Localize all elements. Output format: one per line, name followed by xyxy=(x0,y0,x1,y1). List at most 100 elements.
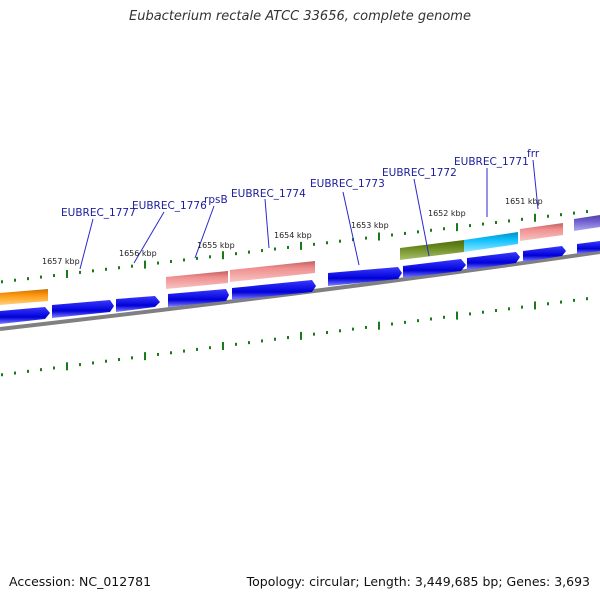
minor-tick xyxy=(274,247,276,251)
minor-tick xyxy=(417,319,419,323)
kbp-label-1653: 1653 kbp xyxy=(351,221,389,230)
minor-tick xyxy=(573,211,575,215)
minor-tick xyxy=(196,256,198,260)
major-tick xyxy=(222,342,224,351)
minor-tick xyxy=(118,266,120,270)
minor-tick xyxy=(235,342,237,346)
cds-arrow[interactable] xyxy=(52,300,114,318)
forward-cds-track xyxy=(0,241,600,324)
minor-tick xyxy=(482,310,484,314)
minor-tick xyxy=(508,219,510,223)
minor-tick xyxy=(391,233,393,237)
minor-tick xyxy=(261,249,263,253)
minor-tick xyxy=(443,315,445,319)
major-tick xyxy=(300,331,302,340)
minor-tick xyxy=(560,300,562,304)
minor-tick xyxy=(469,224,471,228)
minor-tick xyxy=(118,358,120,362)
feature-track xyxy=(0,215,600,305)
minor-tick xyxy=(157,261,159,265)
map-title: Eubacterium rectale ATCC 33656, complete… xyxy=(129,9,471,24)
feature-bar-salmon[interactable] xyxy=(520,223,563,241)
cds-arrow[interactable] xyxy=(116,296,160,312)
minor-tick xyxy=(105,267,107,271)
cds-arrow[interactable] xyxy=(577,241,600,254)
minor-tick xyxy=(430,317,432,321)
major-tick xyxy=(144,352,146,361)
kbp-label-1655: 1655 kbp xyxy=(197,241,235,250)
gene-label-eubrec-1771[interactable]: EUBREC_1771 xyxy=(454,156,529,168)
minor-tick xyxy=(183,258,185,262)
major-tick xyxy=(222,251,224,260)
cds-arrow[interactable] xyxy=(0,307,50,324)
minor-tick xyxy=(365,236,367,240)
minor-tick xyxy=(573,298,575,302)
major-tick xyxy=(456,311,458,320)
major-tick xyxy=(144,260,146,269)
minor-tick xyxy=(196,347,198,351)
kbp-label-1651: 1651 kbp xyxy=(505,197,543,206)
minor-tick xyxy=(170,351,172,355)
cds-arrow[interactable] xyxy=(168,289,229,307)
minor-tick xyxy=(287,336,289,340)
cds-arrow[interactable] xyxy=(232,280,316,300)
minor-tick xyxy=(92,361,94,365)
minor-tick xyxy=(547,302,549,306)
kbp-label-1657: 1657 kbp xyxy=(42,257,80,266)
minor-tick xyxy=(521,305,523,309)
major-tick xyxy=(300,241,302,250)
outer-tick-ring xyxy=(1,210,588,284)
major-tick xyxy=(534,213,536,222)
gene-label-eubrec-1774[interactable]: EUBREC_1774 xyxy=(231,188,306,200)
minor-tick xyxy=(287,245,289,249)
minor-tick xyxy=(482,222,484,226)
minor-tick xyxy=(235,252,237,256)
minor-tick xyxy=(560,213,562,217)
feature-bar-olive[interactable] xyxy=(400,240,464,260)
genome-backbone xyxy=(0,250,600,331)
feature-bar-cyan[interactable] xyxy=(464,232,518,252)
label-leaders xyxy=(79,159,539,270)
minor-tick xyxy=(14,278,16,282)
gene-label-eubrec-1773[interactable]: EUBREC_1773 xyxy=(310,178,385,190)
minor-tick xyxy=(404,231,406,235)
feature-bar-salmon[interactable] xyxy=(166,271,228,289)
minor-tick xyxy=(14,371,16,375)
minor-tick xyxy=(365,325,367,329)
gene-label-eubrec-1777[interactable]: EUBREC_1777 xyxy=(61,207,136,219)
minor-tick xyxy=(313,242,315,246)
gene-label-rpsb[interactable]: rpsB xyxy=(204,194,228,206)
minor-tick xyxy=(547,214,549,218)
minor-tick xyxy=(495,309,497,313)
minor-tick xyxy=(209,255,211,259)
minor-tick xyxy=(586,297,588,301)
feature-bar-salmon[interactable] xyxy=(230,261,315,282)
minor-tick xyxy=(274,337,276,341)
inner-tick-ring xyxy=(1,297,588,377)
kbp-label-1652: 1652 kbp xyxy=(428,209,466,218)
cds-arrow[interactable] xyxy=(328,267,402,286)
gene-label-eubrec-1772[interactable]: EUBREC_1772 xyxy=(382,167,457,179)
minor-tick xyxy=(248,250,250,254)
minor-tick xyxy=(443,227,445,231)
minor-tick xyxy=(183,349,185,353)
minor-tick xyxy=(209,346,211,350)
minor-tick xyxy=(586,210,588,214)
minor-tick xyxy=(495,220,497,224)
major-tick xyxy=(378,232,380,241)
minor-tick xyxy=(53,366,55,370)
minor-tick xyxy=(404,320,406,324)
minor-tick xyxy=(1,373,3,377)
cds-arrow[interactable] xyxy=(523,246,566,262)
feature-bar-orange[interactable] xyxy=(0,289,48,305)
minor-tick xyxy=(417,230,419,234)
cds-arrow[interactable] xyxy=(467,252,520,270)
gene-label-eubrec-1776[interactable]: EUBREC_1776 xyxy=(132,200,207,212)
gene-label-frr[interactable]: frr xyxy=(527,148,540,160)
cds-arrow[interactable] xyxy=(403,259,466,278)
major-tick xyxy=(378,321,380,330)
feature-bar-purple[interactable] xyxy=(574,215,600,231)
minor-tick xyxy=(27,369,29,373)
minor-tick xyxy=(53,274,55,278)
